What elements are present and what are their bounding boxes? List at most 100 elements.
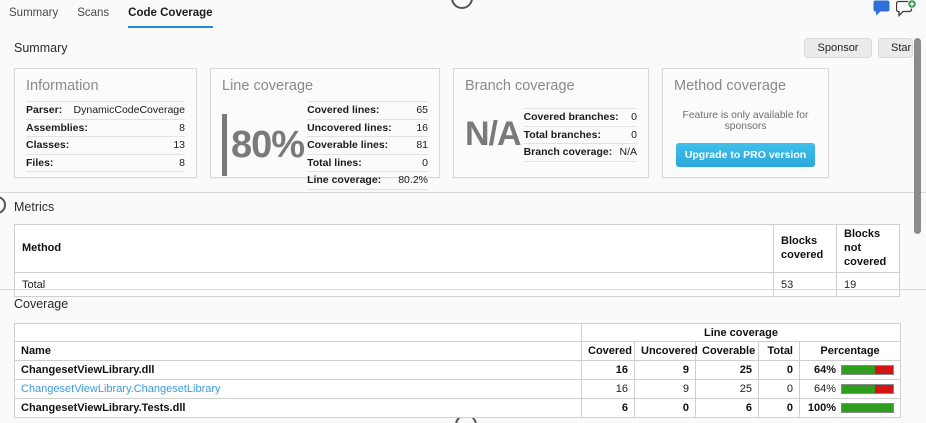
info-row-assemblies: Assemblies: 8 xyxy=(26,120,185,137)
summary-cards: Information Parser: DynamicCodeCoverage A… xyxy=(14,68,829,190)
coverage-table: Line coverage Name Covered Uncovered Cov… xyxy=(14,323,902,418)
add-comment-icon[interactable] xyxy=(896,0,917,17)
line-coverage-big-value: 80% xyxy=(222,114,305,177)
uncovered-cell: 9 xyxy=(634,360,696,380)
summary-section-title: Summary xyxy=(14,41,68,55)
info-row-classes: Classes: 13 xyxy=(26,137,185,155)
metrics-header-blocks-not-covered: Blocks not covered xyxy=(836,223,900,274)
coverage-bar xyxy=(841,403,895,413)
coverage-header-uncovered: Uncovered xyxy=(634,341,698,361)
uncovered-cell: 0 xyxy=(634,398,696,418)
tab-scans[interactable]: Scans xyxy=(77,7,110,19)
info-value: 8 xyxy=(179,121,185,134)
metrics-total-not-covered: 19 xyxy=(836,272,900,298)
line-value: 65 xyxy=(416,104,428,116)
covered-cell: 6 xyxy=(581,398,635,418)
vertical-scrollbar[interactable] xyxy=(914,38,921,234)
coverage-section-title: Coverage xyxy=(14,297,69,311)
information-card-title: Information xyxy=(26,78,99,94)
line-value: 16 xyxy=(416,121,428,134)
covered-cell: 16 xyxy=(581,360,635,380)
line-row-coverable: Coverable lines: 81 xyxy=(307,137,428,155)
coverage-header-percentage: Percentage xyxy=(798,341,902,361)
upgrade-pro-button[interactable]: Upgrade to PRO version xyxy=(675,143,816,167)
line-row-covered: Covered lines: 65 xyxy=(307,102,428,120)
sponsors-notice: Feature is only available for sponsors xyxy=(682,110,809,132)
branch-value: 0 xyxy=(631,128,637,141)
percentage-cell: 64% xyxy=(798,379,902,399)
class-name-link[interactable]: ChangesetViewLibrary.ChangesetLibrary xyxy=(21,383,221,395)
branch-coverage-card-title: Branch coverage xyxy=(465,78,575,94)
info-label: Parser: xyxy=(26,104,63,116)
total-cell: 0 xyxy=(758,360,800,380)
tab-summary[interactable]: Summary xyxy=(9,7,59,19)
branch-label: Total branches: xyxy=(523,128,601,141)
coverable-cell: 25 xyxy=(695,379,759,399)
table-row: ChangesetViewLibrary.dll 16 9 25 0 64% xyxy=(14,360,902,380)
line-label: Coverable lines: xyxy=(307,139,389,151)
metrics-total-covered: 53 xyxy=(773,272,837,298)
branch-coverage-na: N/A xyxy=(465,115,522,154)
info-label: Classes: xyxy=(26,139,70,151)
metrics-header-method: Method xyxy=(14,223,774,274)
info-value: 13 xyxy=(173,139,185,151)
percentage-cell: 64% xyxy=(798,360,902,380)
line-row-uncovered: Uncovered lines: 16 xyxy=(307,120,428,137)
tab-bar: Summary Scans Code Coverage xyxy=(9,7,213,28)
line-label: Line coverage: xyxy=(307,174,382,186)
branch-value: N/A xyxy=(619,146,637,158)
top-drag-handle xyxy=(451,0,473,9)
percentage-cell: 100% xyxy=(798,398,902,418)
method-coverage-card-title: Method coverage xyxy=(674,78,787,94)
branch-coverage-card: Branch coverage N/A Covered branches: 0 T… xyxy=(453,68,649,178)
coverage-group-empty xyxy=(14,323,582,342)
percentage-text: 64% xyxy=(813,364,836,376)
branch-value: 0 xyxy=(631,111,637,123)
line-label: Total lines: xyxy=(307,156,362,169)
branch-label: Branch coverage: xyxy=(523,146,613,158)
information-card: Information Parser: DynamicCodeCoverage A… xyxy=(14,68,197,178)
comment-filled-icon[interactable] xyxy=(873,0,891,16)
section-divider xyxy=(0,289,926,290)
coverage-header-name: Name xyxy=(14,341,582,361)
line-row-total: Total lines: 0 xyxy=(307,155,428,172)
line-coverage-card: Line coverage 80% Covered lines: 65 Uncov… xyxy=(210,68,440,190)
coverage-header-covered: Covered xyxy=(581,341,635,361)
info-value: 8 xyxy=(179,156,185,169)
metric-bar xyxy=(222,114,227,177)
total-cell: 0 xyxy=(758,379,800,399)
metrics-section-title: Metrics xyxy=(14,200,55,214)
percentage-text: 64% xyxy=(813,383,836,395)
coverable-cell: 25 xyxy=(695,360,759,380)
line-label: Covered lines: xyxy=(307,104,380,116)
table-row: ChangesetViewLibrary.Tests.dll 6 0 6 0 1… xyxy=(14,398,902,418)
line-label: Uncovered lines: xyxy=(307,121,392,134)
covered-cell: 16 xyxy=(581,379,635,399)
metrics-table: Method Blocks covered Blocks not covered… xyxy=(14,223,900,298)
coverable-cell: 6 xyxy=(695,398,759,418)
uncovered-cell: 9 xyxy=(634,379,696,399)
coverage-bar xyxy=(841,365,895,375)
branch-row-total: Total branches: 0 xyxy=(523,127,637,144)
info-value: DynamicCodeCoverage xyxy=(73,104,185,116)
method-coverage-card: Method coverage Feature is only availabl… xyxy=(662,68,829,178)
tab-code-coverage[interactable]: Code Coverage xyxy=(128,7,213,28)
line-value: 0 xyxy=(422,156,428,169)
branch-coverage-big-value: N/A xyxy=(465,115,522,154)
sponsor-button[interactable]: Sponsor xyxy=(804,38,872,58)
assembly-name: ChangesetViewLibrary.Tests.dll xyxy=(14,398,582,418)
line-coverage-percent: 80% xyxy=(231,123,305,166)
branch-row-covered: Covered branches: 0 xyxy=(523,109,637,127)
info-label: Files: xyxy=(26,156,54,169)
coverage-group-header: Line coverage xyxy=(580,323,902,342)
coverage-bar xyxy=(841,384,895,394)
coverage-header-coverable: Coverable xyxy=(695,341,759,361)
metrics-total-label: Total xyxy=(14,272,774,298)
assembly-name: ChangesetViewLibrary.dll xyxy=(14,360,582,380)
metrics-header-blocks-covered: Blocks covered xyxy=(773,223,837,274)
line-coverage-card-title: Line coverage xyxy=(222,78,314,94)
table-row: Total 53 19 xyxy=(14,272,900,298)
star-button[interactable]: Star xyxy=(878,38,913,58)
class-name: ChangesetViewLibrary.ChangesetLibrary xyxy=(14,379,582,399)
branch-label: Covered branches: xyxy=(523,111,619,123)
